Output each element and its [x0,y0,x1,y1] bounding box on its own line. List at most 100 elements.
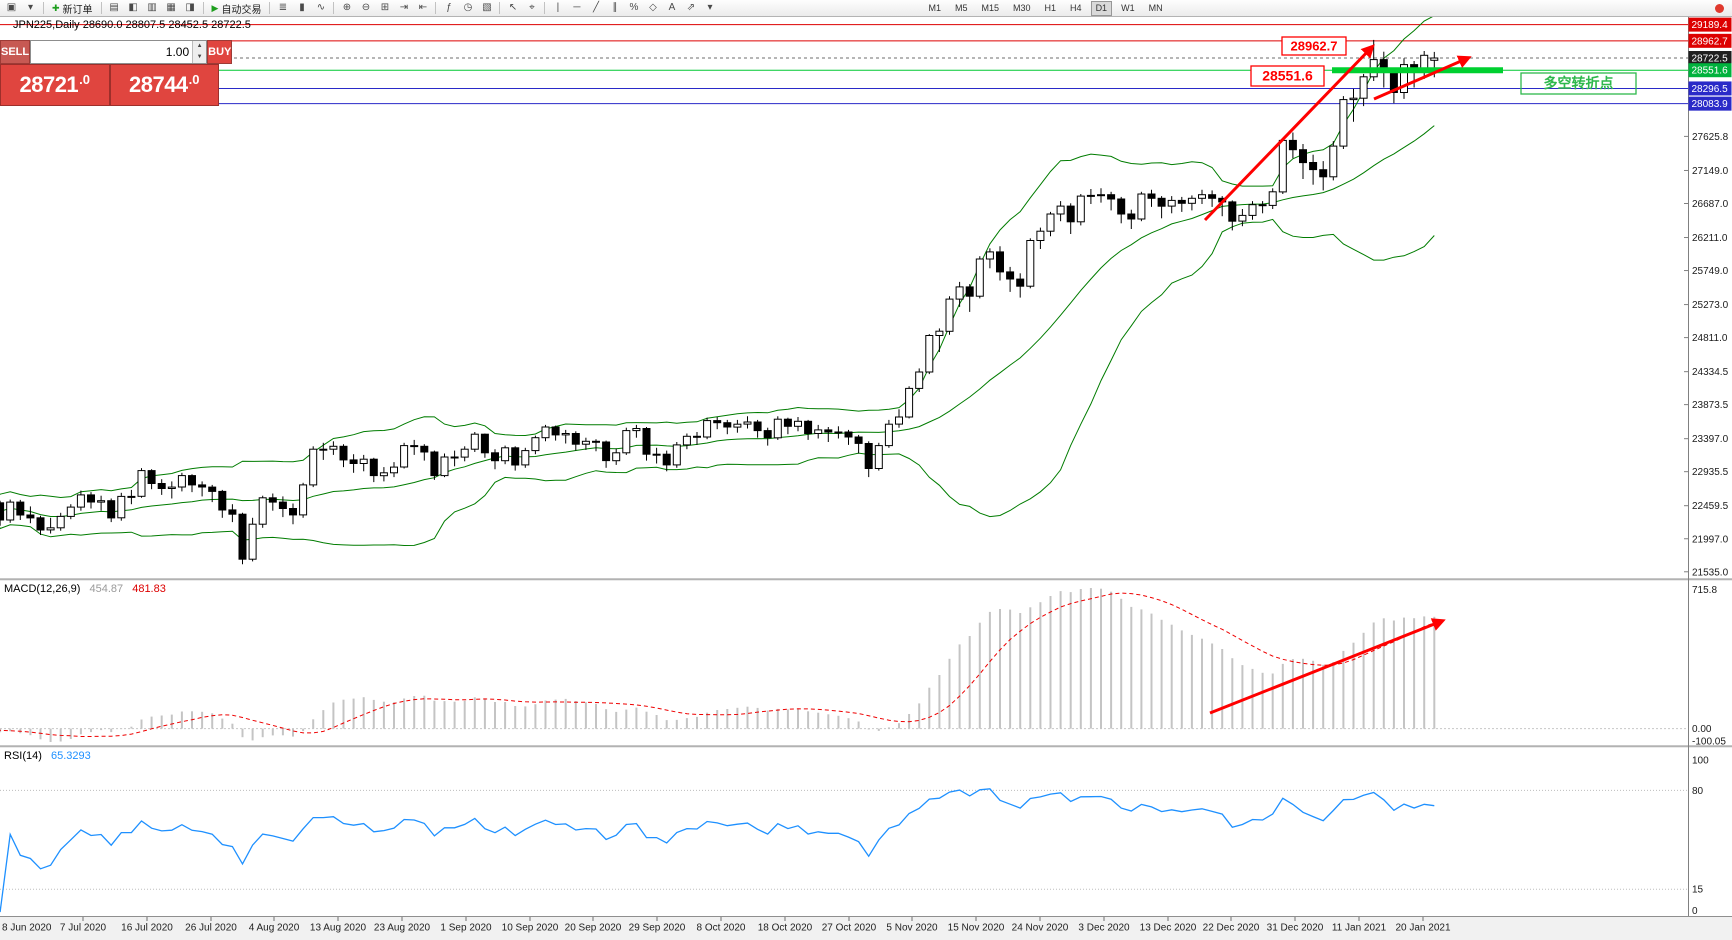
svg-text:25749.0: 25749.0 [1692,266,1729,277]
svg-text:16 Jul 2020: 16 Jul 2020 [121,923,173,934]
svg-text:80: 80 [1692,786,1704,797]
toolbar-separator [499,2,501,14]
svg-text:20 Sep 2020: 20 Sep 2020 [565,923,622,934]
fibonacci-icon[interactable]: % [629,2,639,13]
terminal-icon[interactable]: ▦ [166,2,176,13]
timeframe-M30[interactable]: M30 [1013,2,1031,13]
chart-shift-icon[interactable]: ⇤ [418,2,428,13]
macd-main-value: 454.87 [89,583,124,595]
bollinger-lower-line [0,218,1435,547]
svg-text:27625.8: 27625.8 [1692,132,1729,143]
svg-text:0.00: 0.00 [1692,724,1712,735]
horizontal-line-icon[interactable]: ─ [573,2,581,13]
candlestick-series [0,39,1439,565]
autotrading-icon: ▶ [211,2,219,13]
svg-text:100: 100 [1692,756,1709,767]
bollinger-bands [0,15,1435,547]
svg-text:10 Sep 2020: 10 Sep 2020 [502,923,559,934]
svg-text:8 Jun 2020: 8 Jun 2020 [2,923,52,934]
volume-input[interactable] [31,41,193,63]
rsi-panel [0,788,1688,913]
toolbar-separator [435,2,437,14]
svg-text:21535.0: 21535.0 [1692,567,1729,578]
toolbar-separator [100,2,102,14]
market-watch-icon[interactable]: ▤ [109,2,119,13]
svg-text:13 Aug 2020: 13 Aug 2020 [310,923,367,934]
trendline-icon[interactable]: ╱ [592,2,599,13]
date-axis[interactable]: 8 Jun 2020 7 Jul 2020 16 Jul 2020 26 Jul 20… [0,916,1732,940]
shapes-icon[interactable]: ◇ [649,2,657,13]
svg-text:28551.6: 28551.6 [1692,66,1729,77]
arrows-tool-icon[interactable]: ⇗ [686,2,696,13]
macd-panel [0,588,1688,742]
macd-indicator-label: MACD(12,26,9) 454.87 481.83 [4,583,166,595]
volume-down-icon[interactable]: ▼ [193,52,207,63]
record-dot-icon[interactable] [1715,3,1724,13]
svg-text:28722.5: 28722.5 [1692,53,1729,64]
svg-text:13 Dec 2020: 13 Dec 2020 [1140,923,1197,934]
buy-price-box[interactable]: 28744 .0 [109,64,219,106]
timeframe-M1[interactable]: M1 [928,2,941,13]
autotrading-button[interactable]: ▶ 自动交易 [208,1,266,16]
candles-chart-icon[interactable]: ▮ [299,2,305,13]
svg-text:29 Sep 2020: 29 Sep 2020 [629,923,686,934]
bollinger-middle-line [0,125,1435,517]
templates-icon[interactable]: ▧ [482,2,492,13]
strategy-tester-icon[interactable]: ◨ [185,2,195,13]
timeframe-D1[interactable]: D1 [1090,0,1113,16]
trend-arrows[interactable] [1203,44,1472,715]
one-click-trading-panel: SELL ▲ ▼ BUY 28721 .0 28744 .0 [0,40,233,106]
vertical-line-icon[interactable]: | [556,2,560,13]
svg-text:0: 0 [1692,906,1698,917]
text-tool-icon[interactable]: A [668,2,676,13]
svg-text:18 Oct 2020: 18 Oct 2020 [758,923,813,934]
auto-scroll-icon[interactable]: ⇥ [399,2,409,13]
rsi-name: RSI(14) [4,750,42,762]
crosshair-icon[interactable]: ⌖ [529,2,535,13]
objects-dropdown-icon[interactable]: ▾ [707,2,713,13]
svg-text:715.8: 715.8 [1692,585,1717,596]
chart-title: JPN225,Daily 28690.0 28807.5 28452.5 287… [13,19,251,31]
macd-histogram [0,588,1436,742]
navigator-icon[interactable]: ▥ [147,2,157,13]
toolbar-separator [544,2,546,14]
price-axis[interactable]: 27625.8 27149.0 26687.0 26211.0 25749.0 25273… [1684,16,1732,917]
svg-text:28962.7: 28962.7 [1692,36,1729,47]
new-order-button[interactable]: ✚ 新订单 [48,1,97,16]
svg-text:28551.6: 28551.6 [1262,68,1313,84]
new-chart-icon[interactable]: ▣ [6,2,17,13]
svg-text:27 Oct 2020: 27 Oct 2020 [822,923,877,934]
timeframe-H1[interactable]: H1 [1044,2,1057,13]
toolbar-separator [202,2,204,14]
sell-button[interactable]: SELL [0,40,31,64]
data-window-icon[interactable]: ◧ [128,2,138,13]
autotrading-label: 自动交易 [221,4,262,16]
price-annotations[interactable]: 28962.7 28551.6 多空转折点 [1250,36,1637,95]
timeframe-W1[interactable]: W1 [1121,2,1135,13]
zoom-out-icon[interactable]: ⊖ [361,2,371,13]
svg-text:15 Nov 2020: 15 Nov 2020 [948,923,1005,934]
chart-list-dropdown-icon[interactable]: ▾ [27,2,34,13]
tile-windows-icon[interactable]: ⊞ [380,2,390,13]
svg-text:23397.0: 23397.0 [1692,434,1729,445]
svg-text:28296.5: 28296.5 [1692,84,1729,95]
svg-text:5 Nov 2020: 5 Nov 2020 [886,923,938,934]
timeframe-M15[interactable]: M15 [981,2,1000,13]
periods-icon[interactable]: ◷ [463,2,473,13]
sell-price-box[interactable]: 28721 .0 [0,64,110,106]
bars-chart-icon[interactable]: ≣ [278,2,288,13]
volume-up-icon[interactable]: ▲ [193,41,207,52]
cursor-icon[interactable]: ↖ [508,2,518,13]
svg-text:27149.0: 27149.0 [1692,166,1729,177]
timeframe-MN[interactable]: MN [1148,2,1163,13]
rsi-indicator-label: RSI(14) 65.3293 [4,750,91,762]
timeframe-M5[interactable]: M5 [954,2,968,13]
line-chart-icon[interactable]: ∿ [316,2,326,13]
indicators-icon[interactable]: ƒ [446,2,452,13]
equidistant-channel-icon[interactable]: ∥ [612,2,618,13]
buy-button[interactable]: BUY [207,40,233,64]
new-order-icon: ✚ [52,2,60,13]
zoom-in-icon[interactable]: ⊕ [342,2,352,13]
timeframe-H4[interactable]: H4 [1070,2,1082,13]
